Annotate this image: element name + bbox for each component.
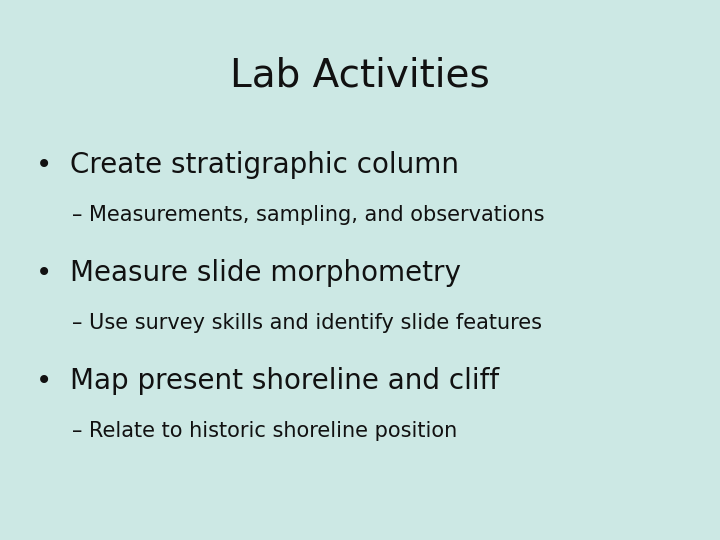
- Text: Lab Activities: Lab Activities: [230, 57, 490, 94]
- Text: •  Measure slide morphometry: • Measure slide morphometry: [36, 259, 461, 287]
- Text: •  Create stratigraphic column: • Create stratigraphic column: [36, 151, 459, 179]
- Text: •  Map present shoreline and cliff: • Map present shoreline and cliff: [36, 367, 499, 395]
- Text: – Use survey skills and identify slide features: – Use survey skills and identify slide f…: [72, 313, 542, 333]
- Text: – Measurements, sampling, and observations: – Measurements, sampling, and observatio…: [72, 205, 544, 225]
- Text: – Relate to historic shoreline position: – Relate to historic shoreline position: [72, 421, 457, 441]
